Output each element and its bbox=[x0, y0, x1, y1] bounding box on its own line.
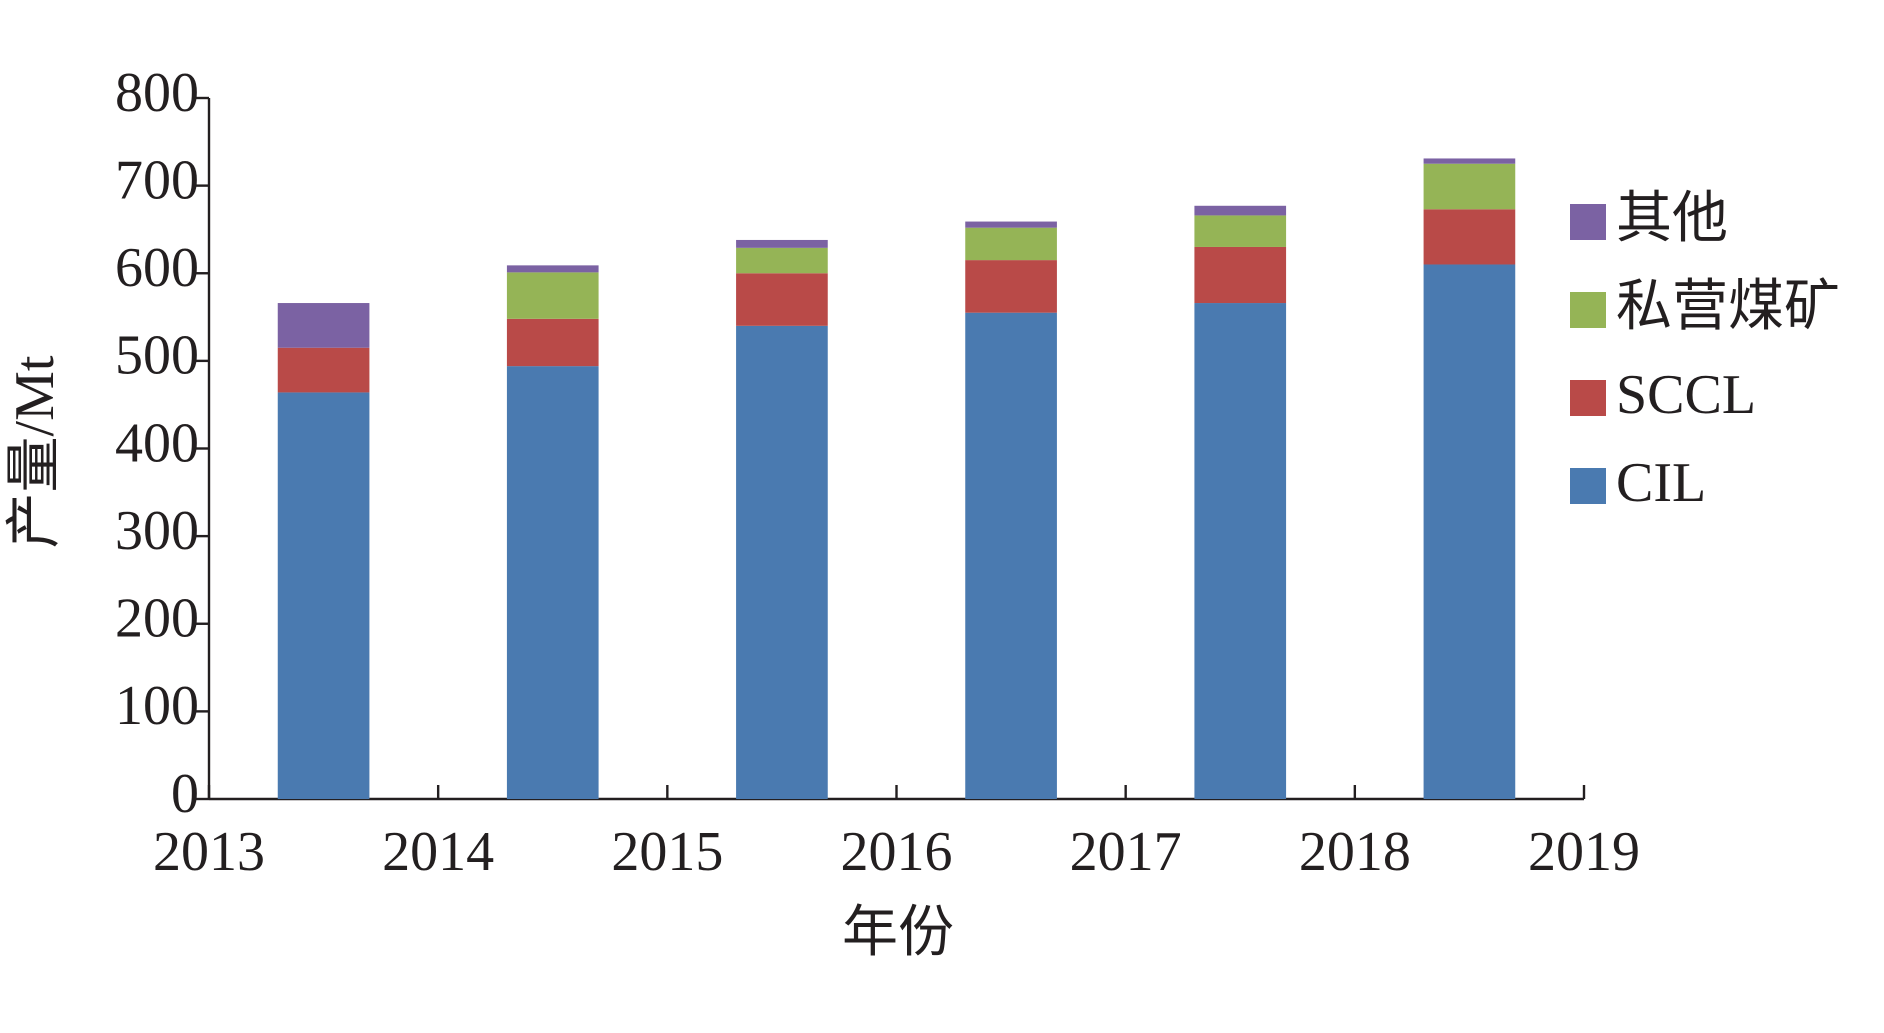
bar-segment bbox=[506, 366, 599, 799]
x-tick-label: 2016 bbox=[841, 821, 953, 883]
bar-segment bbox=[1194, 303, 1287, 799]
bar-segment bbox=[1423, 264, 1516, 799]
legend-label: 其他 bbox=[1616, 188, 1728, 250]
x-tick-label: 2015 bbox=[611, 821, 723, 883]
bar-segment bbox=[1194, 205, 1287, 216]
y-tick-label: 600 bbox=[115, 237, 199, 299]
x-tick-label: 2014 bbox=[382, 821, 494, 883]
y-tick-label: 0 bbox=[171, 763, 199, 825]
legend-swatch bbox=[1570, 204, 1606, 240]
legend-label: CIL bbox=[1616, 452, 1706, 514]
legend-swatch bbox=[1570, 292, 1606, 328]
y-tick-label: 500 bbox=[115, 325, 199, 387]
bar-segment bbox=[736, 273, 828, 326]
bar-segment bbox=[965, 221, 1057, 228]
y-tick-label: 400 bbox=[115, 412, 199, 474]
legend-label: 私营煤矿 bbox=[1616, 276, 1840, 338]
bar-segment bbox=[965, 227, 1057, 261]
x-tick-label: 2018 bbox=[1299, 821, 1411, 883]
x-tick-label: 2013 bbox=[153, 821, 265, 883]
bar-segment bbox=[736, 239, 828, 248]
bar-segment bbox=[506, 318, 599, 367]
y-tick-label: 300 bbox=[115, 500, 199, 562]
bar-segment bbox=[506, 272, 599, 319]
bar-segment bbox=[736, 325, 828, 799]
x-tick-label: 2017 bbox=[1070, 821, 1182, 883]
bar-segment bbox=[965, 312, 1057, 799]
y-tick-label: 200 bbox=[115, 588, 199, 650]
bar-segment bbox=[277, 303, 370, 348]
x-axis-label: 年份 bbox=[842, 902, 954, 964]
y-tick-label: 800 bbox=[115, 62, 199, 124]
y-tick-label: 700 bbox=[115, 149, 199, 211]
bar-segment bbox=[736, 247, 828, 274]
bar-segment bbox=[277, 347, 370, 393]
x-tick-label: 2019 bbox=[1528, 821, 1640, 883]
legend-swatch bbox=[1570, 380, 1606, 416]
bar-segment bbox=[1194, 246, 1287, 304]
legend-label: SCCL bbox=[1616, 364, 1756, 426]
y-axis-label: 产量/Mt bbox=[4, 355, 66, 548]
bar-segment bbox=[1423, 163, 1516, 210]
legend-swatch bbox=[1570, 468, 1606, 504]
bar-segment bbox=[1423, 158, 1516, 164]
bar-segment bbox=[965, 260, 1057, 313]
bar-segment bbox=[1194, 215, 1287, 247]
y-tick-label: 100 bbox=[115, 675, 199, 737]
bar-segment bbox=[1423, 209, 1516, 265]
bar-segment bbox=[506, 265, 599, 273]
bar-segment bbox=[277, 392, 370, 799]
